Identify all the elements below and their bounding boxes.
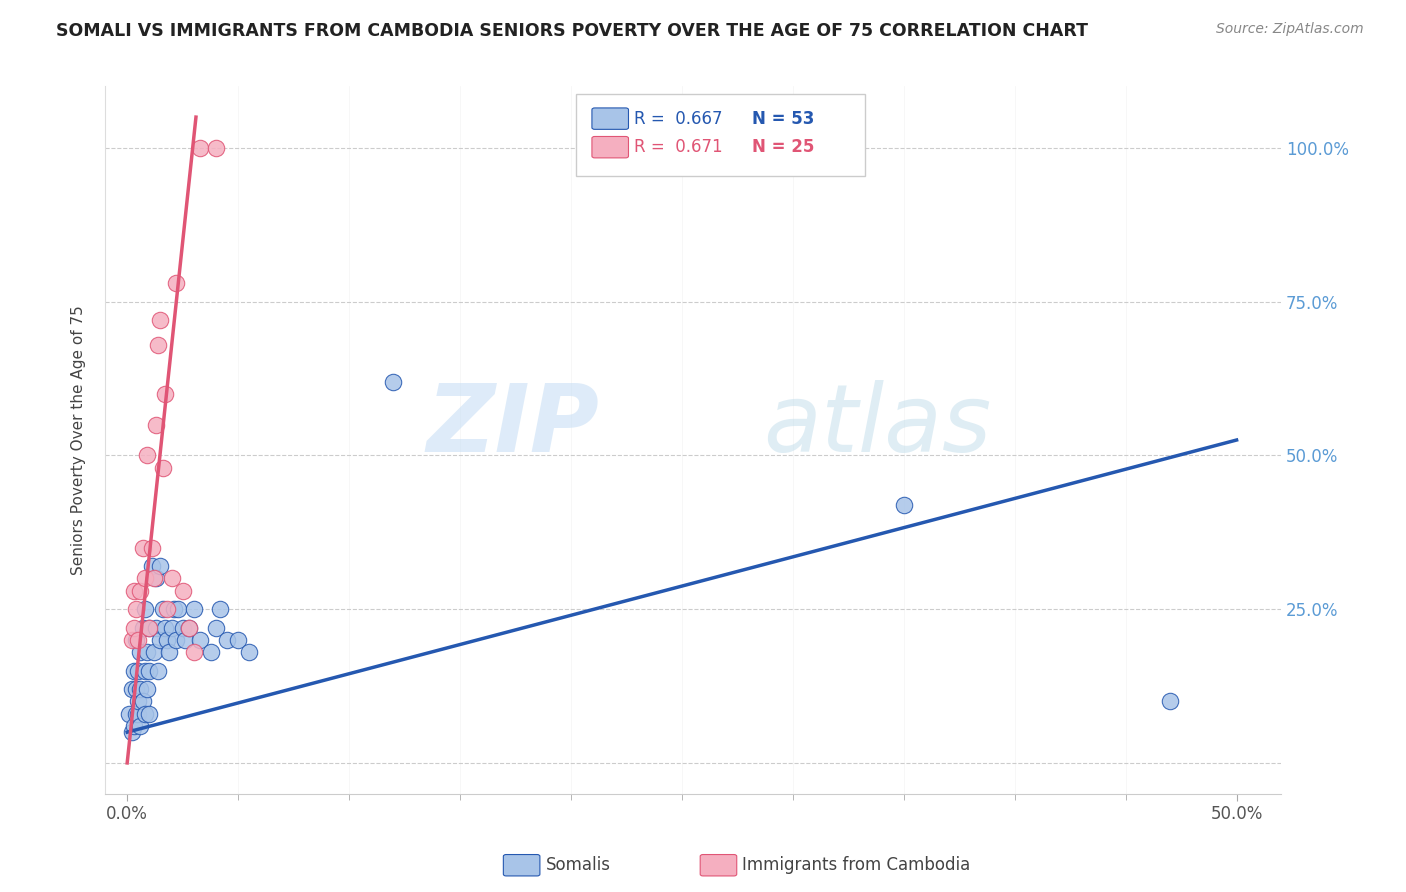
Point: [153, 387, 176, 401]
Point: [148, 664, 170, 678]
Point: [183, 602, 205, 616]
Point: [179, 621, 201, 635]
Point: [122, 621, 145, 635]
Point: [127, 632, 149, 647]
Point: [160, 571, 183, 585]
Point: [226, 632, 249, 647]
Point: [129, 583, 152, 598]
Point: [142, 571, 165, 585]
Point: [156, 602, 179, 616]
Point: [160, 621, 183, 635]
Point: [893, 498, 915, 512]
Point: [183, 645, 205, 659]
Point: [129, 682, 152, 697]
Point: [129, 645, 152, 659]
Point: [125, 682, 148, 697]
Point: [141, 559, 163, 574]
Point: [138, 706, 160, 721]
Point: [118, 706, 141, 721]
Point: [121, 725, 143, 739]
Point: [172, 583, 194, 598]
Point: [145, 571, 167, 585]
Point: [132, 621, 155, 635]
Point: [125, 602, 148, 616]
Point: [167, 602, 190, 616]
Point: [148, 337, 170, 351]
Point: [125, 706, 148, 721]
Point: [134, 602, 156, 616]
Point: [145, 417, 167, 432]
Point: [127, 694, 149, 708]
Point: [121, 632, 143, 647]
Point: [138, 621, 160, 635]
Point: [153, 621, 176, 635]
Point: [152, 460, 174, 475]
Point: [149, 313, 172, 327]
Point: [122, 664, 145, 678]
Point: [172, 621, 194, 635]
Point: [122, 583, 145, 598]
Point: [238, 645, 260, 659]
Point: [156, 632, 179, 647]
Point: [132, 541, 155, 555]
Point: [134, 664, 156, 678]
Point: [129, 719, 152, 733]
Point: [149, 559, 172, 574]
Point: [209, 602, 232, 616]
Point: [142, 645, 165, 659]
Point: [157, 645, 180, 659]
Point: [149, 632, 172, 647]
Point: [138, 664, 160, 678]
Point: [121, 682, 143, 697]
Point: [127, 664, 149, 678]
Point: [136, 645, 159, 659]
Point: [145, 621, 167, 635]
Point: [127, 706, 149, 721]
Point: [138, 621, 160, 635]
Point: [163, 602, 186, 616]
Point: [165, 632, 187, 647]
Point: [205, 621, 228, 635]
Point: [152, 602, 174, 616]
Point: [136, 682, 159, 697]
Text: N = 53: N = 53: [752, 110, 814, 128]
Point: [173, 632, 195, 647]
Point: [134, 706, 156, 721]
Text: N = 25: N = 25: [752, 138, 814, 156]
Point: [136, 449, 159, 463]
Point: [165, 276, 187, 290]
Text: ZIP: ZIP: [426, 380, 599, 472]
Point: [122, 719, 145, 733]
Text: atlas: atlas: [763, 380, 991, 471]
Point: [382, 375, 405, 389]
Point: [141, 541, 163, 555]
Text: Source: ZipAtlas.com: Source: ZipAtlas.com: [1216, 22, 1364, 37]
Point: [125, 632, 148, 647]
Text: R =  0.671: R = 0.671: [634, 138, 723, 156]
Text: Somalis: Somalis: [546, 856, 610, 874]
Point: [132, 694, 155, 708]
Point: [179, 621, 201, 635]
Point: [200, 645, 222, 659]
Text: Immigrants from Cambodia: Immigrants from Cambodia: [742, 856, 970, 874]
Point: [190, 141, 212, 155]
Point: [205, 141, 228, 155]
Point: [1159, 694, 1181, 708]
Text: SOMALI VS IMMIGRANTS FROM CAMBODIA SENIORS POVERTY OVER THE AGE OF 75 CORRELATIO: SOMALI VS IMMIGRANTS FROM CAMBODIA SENIO…: [56, 22, 1088, 40]
Point: [134, 571, 156, 585]
Y-axis label: Seniors Poverty Over the Age of 75: Seniors Poverty Over the Age of 75: [72, 305, 86, 574]
Text: R =  0.667: R = 0.667: [634, 110, 723, 128]
Point: [215, 632, 238, 647]
Point: [190, 632, 212, 647]
